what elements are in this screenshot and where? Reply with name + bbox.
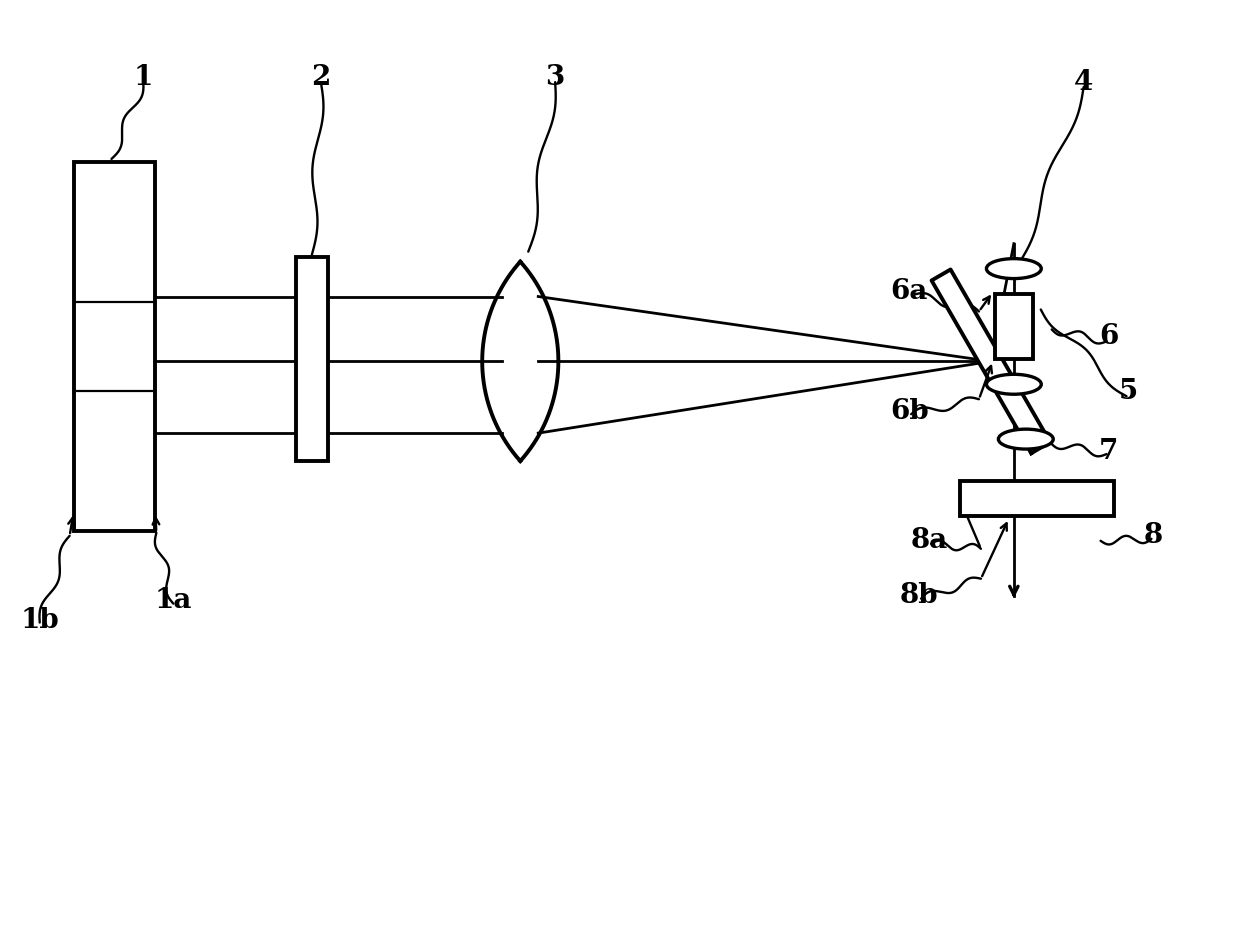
Bar <box>296 257 327 461</box>
Text: 7: 7 <box>1099 437 1118 465</box>
Ellipse shape <box>998 429 1053 449</box>
Text: 6: 6 <box>1099 323 1118 350</box>
Text: 1b: 1b <box>20 607 60 634</box>
Ellipse shape <box>987 259 1042 279</box>
Bar <box>994 294 1033 359</box>
Text: 4: 4 <box>1074 68 1094 96</box>
Text: 6b: 6b <box>890 398 929 425</box>
Polygon shape <box>931 269 1050 454</box>
Text: 8b: 8b <box>900 582 939 610</box>
Text: 5: 5 <box>1118 378 1138 405</box>
Text: 8a: 8a <box>910 527 947 554</box>
Bar <box>960 481 1115 516</box>
Ellipse shape <box>987 375 1042 395</box>
Text: 3: 3 <box>546 64 564 90</box>
Text: 1: 1 <box>134 64 153 90</box>
Bar <box>73 162 155 531</box>
Text: 6a: 6a <box>890 278 928 305</box>
Text: 8: 8 <box>1143 522 1163 550</box>
Text: 2: 2 <box>311 64 331 90</box>
Text: 1a: 1a <box>155 587 192 614</box>
